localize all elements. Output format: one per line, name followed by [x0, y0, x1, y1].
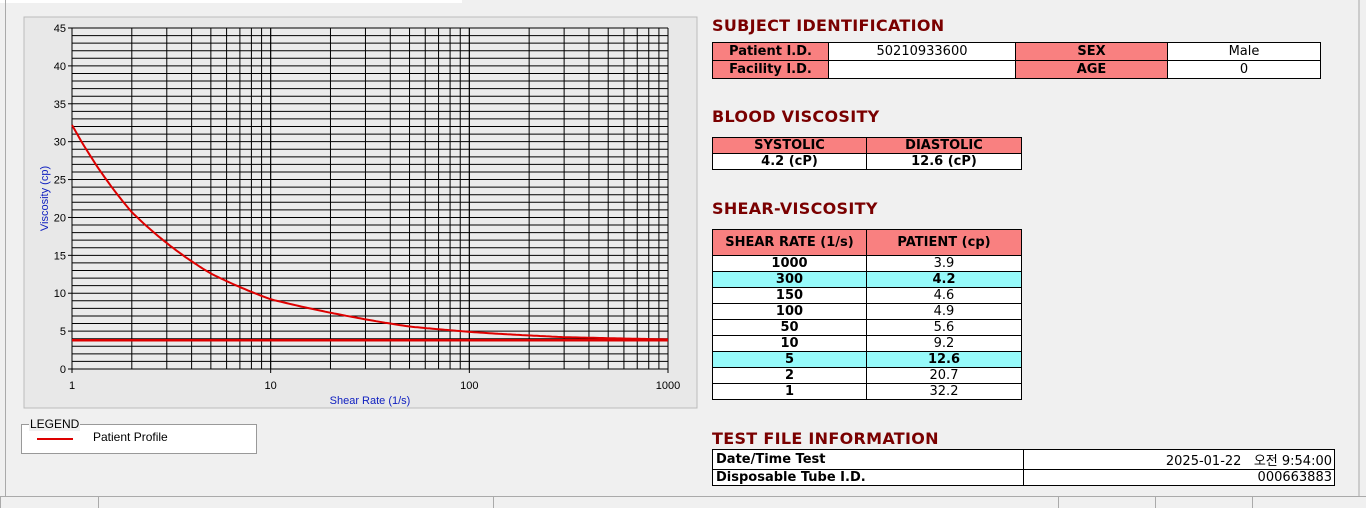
test-file-table: Date/Time Test 2025-01-22 오전 9:54:00 Disp… — [712, 449, 1335, 486]
status-segment — [0, 496, 98, 508]
y-tick-label: 10 — [54, 288, 66, 300]
shear-rate-cell: 100 — [712, 303, 867, 320]
patient-viscosity-cell: 5.6 — [866, 319, 1022, 336]
x-tick-label: 1000 — [656, 380, 680, 392]
age-value: 0 — [1167, 60, 1321, 79]
shear-row: 1000 3.9 — [712, 255, 1022, 272]
patient-viscosity-cell: 3.9 — [866, 255, 1022, 272]
blood-viscosity-title: BLOOD VISCOSITY — [712, 107, 880, 126]
patient-viscosity-cell: 12.6 — [866, 351, 1022, 368]
date-value: 2025-01-22 오전 9:54:00 — [1023, 449, 1335, 470]
patient-viscosity-cell: 32.2 — [866, 383, 1022, 400]
diastolic-value: 12.6 (cP) — [866, 153, 1022, 170]
y-tick-label: 20 — [54, 212, 66, 224]
top-strip — [0, 0, 462, 3]
y-tick-label: 45 — [54, 23, 66, 35]
shear-row: 10 9.2 — [712, 335, 1022, 352]
status-segment — [493, 496, 1058, 508]
y-axis-label: Viscosity (cp) — [39, 166, 51, 231]
x-axis-label: Shear Rate (1/s) — [330, 395, 411, 407]
facility-id-value — [828, 60, 1016, 79]
plot-area — [72, 28, 668, 369]
shear-rate-cell: 150 — [712, 287, 867, 304]
shear-rate-cell: 50 — [712, 319, 867, 336]
shear-rate-cell: 300 — [712, 271, 867, 288]
blood-viscosity-table: SYSTOLIC DIASTOLIC 4.2 (cP) 12.6 (cP) — [712, 137, 1022, 170]
legend-line-swatch — [37, 438, 73, 440]
systolic-value: 4.2 (cP) — [712, 153, 867, 170]
systolic-label: SYSTOLIC — [712, 137, 867, 154]
patient-header: PATIENT (cp) — [866, 229, 1022, 256]
shear-row: 300 4.2 — [712, 271, 1022, 288]
y-tick-label: 15 — [54, 250, 66, 262]
y-tick-label: 40 — [54, 61, 66, 73]
patient-viscosity-cell: 4.2 — [866, 271, 1022, 288]
patient-id-value: 50210933600 — [828, 42, 1016, 61]
y-tick-label: 0 — [60, 364, 66, 376]
date-label: Date/Time Test — [712, 449, 1024, 470]
sex-value: Male — [1167, 42, 1321, 61]
x-tick-label: 10 — [265, 380, 277, 392]
test-file-title: TEST FILE INFORMATION — [712, 429, 939, 448]
y-tick-label: 35 — [54, 99, 66, 111]
patient-viscosity-cell: 9.2 — [866, 335, 1022, 352]
left-border — [5, 0, 6, 496]
legend-title: LEGEND — [29, 417, 81, 431]
legend-label: Patient Profile — [93, 430, 168, 444]
patient-viscosity-cell: 20.7 — [866, 367, 1022, 384]
status-segment — [1058, 496, 1155, 508]
status-segment — [1155, 496, 1252, 508]
shear-row: 100 4.9 — [712, 303, 1022, 320]
shear-rate-cell: 10 — [712, 335, 867, 352]
shear-viscosity-table: SHEAR RATE (1/s) PATIENT (cp) 1000 3.9 300 4… — [712, 229, 1022, 400]
shear-rate-cell: 5 — [712, 351, 867, 368]
y-tick-label: 5 — [60, 326, 66, 338]
series-line-patient-profile — [71, 124, 668, 341]
right-border — [1358, 0, 1360, 496]
subject-table: Patient I.D. 50210933600 SEX Male Facility … — [712, 42, 1321, 79]
shear-rate-cell: 2 — [712, 367, 867, 384]
viscosity-chart: 0 5 10 15 20 25 30 35 40 45 1 10 100 1000 Shear Rate (… — [23, 16, 698, 409]
x-tick-label: 1 — [69, 380, 75, 392]
sex-label: SEX — [1015, 42, 1168, 61]
shear-row: 5 12.6 — [712, 351, 1022, 368]
patient-viscosity-cell: 4.6 — [866, 287, 1022, 304]
shear-rate-cell: 1000 — [712, 255, 867, 272]
facility-id-label: Facility I.D. — [712, 60, 829, 79]
shear-viscosity-title: SHEAR-VISCOSITY — [712, 199, 878, 218]
patient-id-label: Patient I.D. — [712, 42, 829, 61]
diastolic-label: DIASTOLIC — [866, 137, 1022, 154]
status-segment — [1252, 496, 1366, 508]
legend: LEGEND Patient Profile — [21, 417, 257, 454]
age-label: AGE — [1015, 60, 1168, 79]
status-segment — [98, 496, 493, 508]
subject-title: SUBJECT IDENTIFICATION — [712, 16, 945, 35]
y-tick-label: 30 — [54, 137, 66, 149]
x-tick-label: 100 — [460, 380, 478, 392]
shear-rate-header: SHEAR RATE (1/s) — [712, 229, 867, 256]
shear-rate-cell: 1 — [712, 383, 867, 400]
tube-id-label: Disposable Tube I.D. — [712, 469, 1024, 486]
patient-viscosity-cell: 4.9 — [866, 303, 1022, 320]
shear-row: 50 5.6 — [712, 319, 1022, 336]
shear-row: 2 20.7 — [712, 367, 1022, 384]
tube-id-value: 000663883 — [1023, 469, 1335, 486]
shear-row: 1 32.2 — [712, 383, 1022, 400]
shear-row: 150 4.6 — [712, 287, 1022, 304]
y-tick-label: 25 — [54, 175, 66, 187]
